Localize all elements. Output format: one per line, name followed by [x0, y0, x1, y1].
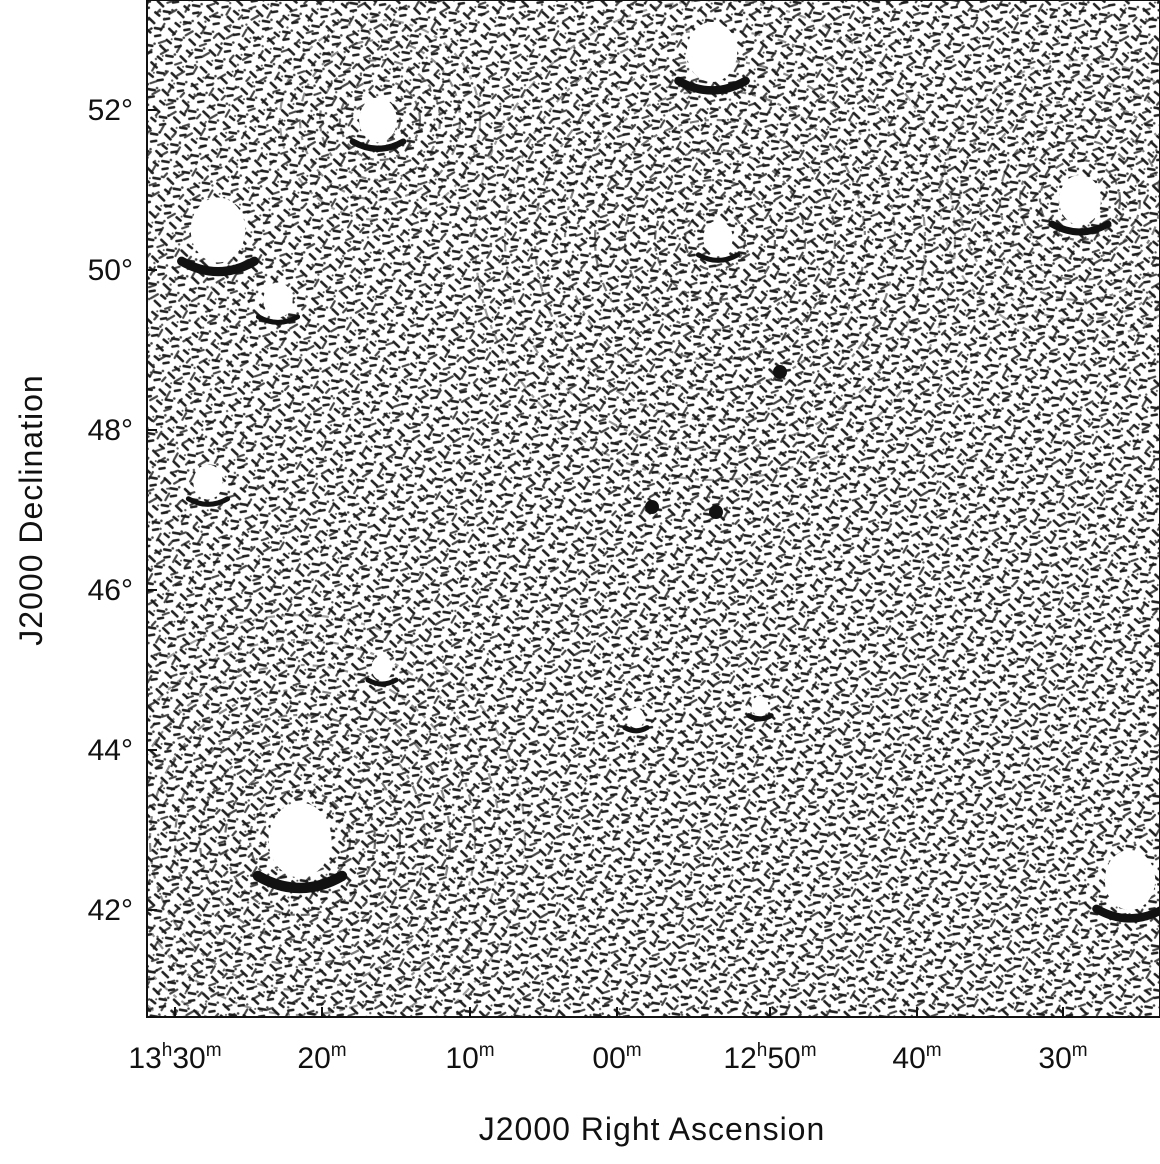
- sidelobe-ring: [147, 663, 477, 1017]
- sidelobe-ring: [653, 178, 777, 302]
- x-axis: 13h30m 20m 10m 00m 12h50m 40m 30m: [128, 1007, 1088, 1075]
- sidelobe-ring: [1038, 158, 1122, 242]
- x-axis-title: J2000 Right Ascension: [479, 1111, 826, 1147]
- source-core: [268, 802, 332, 878]
- point-source: [709, 505, 723, 519]
- source-core: [751, 696, 769, 716]
- radio-sources: [177, 22, 1160, 923]
- source-arc: [252, 870, 348, 894]
- source-arc: [255, 314, 301, 325]
- source-core: [190, 197, 246, 263]
- sidelobe-ring: [248, 788, 352, 892]
- source-arc: [674, 76, 750, 95]
- source-core: [193, 464, 223, 500]
- source-core: [263, 282, 293, 318]
- source-arc: [365, 677, 399, 687]
- y-tick-label: 46°: [88, 574, 133, 607]
- source-core: [359, 97, 397, 143]
- sidelobe-ring: [173, 713, 427, 967]
- source-core: [371, 655, 393, 681]
- sidelobe-ring: [1018, 138, 1142, 262]
- y-axis: 52° 50° 48° 46° 44° 42°: [88, 94, 157, 927]
- point-source: [645, 500, 659, 514]
- source-arc: [746, 713, 774, 722]
- sidelobe-ring: [533, 58, 897, 422]
- source-arc: [185, 496, 231, 507]
- source-core: [1104, 850, 1156, 910]
- source-arc: [1048, 220, 1112, 236]
- source-arc: [349, 138, 407, 152]
- sidelobe-ring: [593, 118, 837, 362]
- sidelobe-ring: [683, 208, 747, 272]
- point-source: [773, 365, 787, 379]
- source-arc: [1092, 904, 1160, 923]
- source-arc: [177, 256, 259, 277]
- sidelobe-ring: [148, 688, 452, 992]
- y-tick-label: 48°: [88, 414, 133, 447]
- y-axis-title: J2000 Declination: [13, 374, 49, 645]
- plot-area: [147, 0, 1160, 1017]
- y-tick-label: 42°: [88, 894, 133, 927]
- x-tick-label: 13h30m: [128, 1040, 221, 1075]
- sidelobe-ring: [198, 738, 402, 942]
- sidelobe-ring: [338, 78, 422, 162]
- plot-frame: [146, 0, 1160, 1018]
- y-tick-label: 50°: [88, 254, 133, 287]
- sidelobe-ring: [147, 613, 527, 1017]
- sidelobe-ring: [318, 58, 442, 182]
- sidelobe-ring: [473, 0, 957, 482]
- x-tick-label: 20m: [297, 1040, 346, 1075]
- source-core: [686, 22, 738, 82]
- sidelobe-ring: [998, 118, 1160, 282]
- sidelobe-ring: [978, 98, 1160, 302]
- sidelobe-ring: [147, 638, 502, 1017]
- x-tick-label: 40m: [892, 1040, 941, 1075]
- source-core: [627, 708, 645, 728]
- source-core: [1059, 175, 1101, 225]
- source-arc: [695, 252, 741, 263]
- y-tick-label: 52°: [88, 94, 133, 127]
- sidelobe-ring: [223, 763, 377, 917]
- x-tick-label: 12h50m: [723, 1040, 816, 1075]
- sidelobe-ring: [938, 58, 1160, 342]
- sidelobe-ring: [623, 148, 807, 332]
- source-core: [703, 220, 733, 256]
- x-tick-label: 30m: [1038, 1040, 1087, 1075]
- y-tick-label: 44°: [88, 734, 133, 767]
- sidelobe-ring: [298, 38, 462, 202]
- x-tick-label: 10m: [445, 1040, 494, 1075]
- source-arc: [622, 725, 650, 734]
- sidelobe-ring: [278, 18, 482, 222]
- x-tick-label: 00m: [592, 1040, 641, 1075]
